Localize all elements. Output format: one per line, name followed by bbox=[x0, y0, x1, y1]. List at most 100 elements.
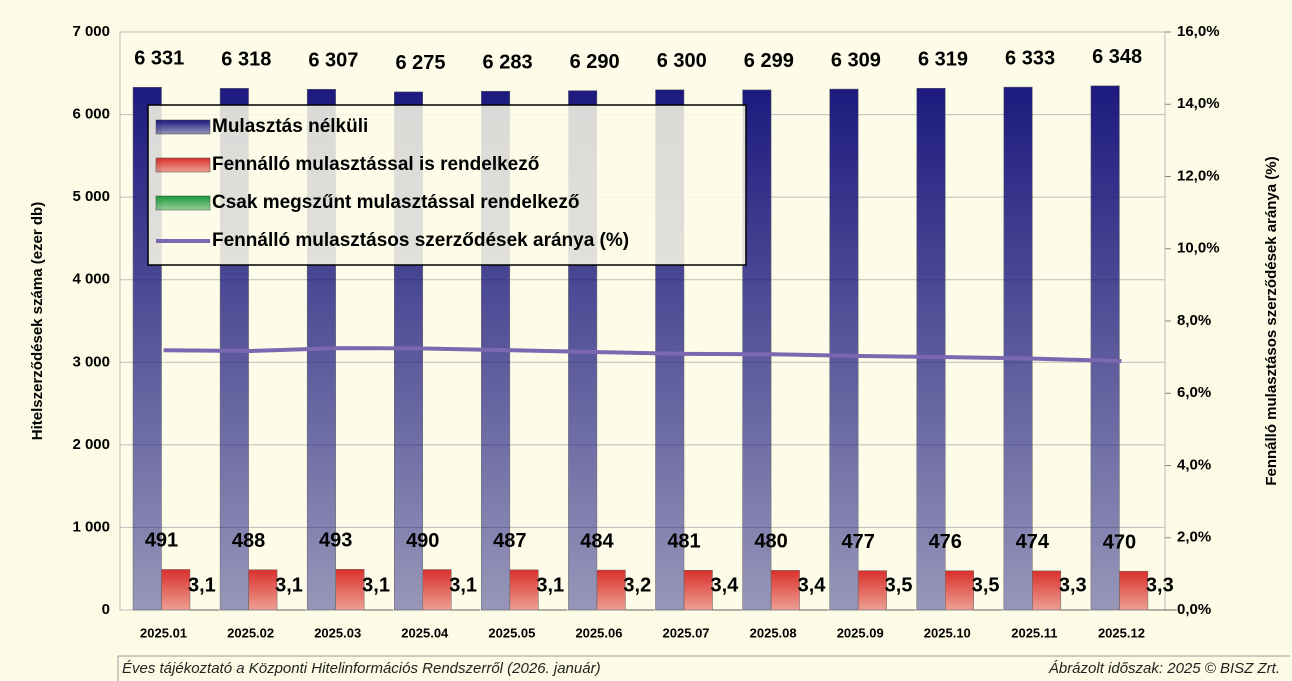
legend-swatch bbox=[155, 157, 211, 173]
bar bbox=[596, 569, 626, 611]
value-label: 3,1 bbox=[275, 574, 303, 596]
value-label: 3,1 bbox=[362, 574, 390, 596]
x-tick-label: 2025.10 bbox=[924, 625, 971, 640]
value-label: 6 318 bbox=[221, 49, 271, 71]
legend-label: Mulasztás nélküli bbox=[212, 116, 368, 137]
value-label: 488 bbox=[232, 530, 265, 552]
y2-tick-label: 16,0% bbox=[1177, 23, 1220, 40]
bar bbox=[712, 609, 742, 611]
bar bbox=[422, 569, 452, 611]
y-tick-label: 3 000 bbox=[72, 353, 110, 370]
value-label: 6 331 bbox=[134, 48, 184, 70]
legend-label: Fennálló mulasztásos szerződések aránya … bbox=[212, 230, 629, 251]
y-tick-label: 1 000 bbox=[72, 518, 110, 535]
value-label: 481 bbox=[667, 531, 700, 553]
x-tick-label: 2025.05 bbox=[488, 625, 535, 640]
bar bbox=[248, 569, 278, 611]
bar bbox=[1003, 86, 1033, 611]
bar bbox=[161, 569, 191, 611]
y-tick-label: 7 000 bbox=[72, 23, 110, 40]
bar bbox=[1147, 609, 1177, 611]
y2-tick-label: 12,0% bbox=[1177, 167, 1220, 184]
value-label: 6 275 bbox=[395, 52, 445, 74]
value-label: 3,1 bbox=[536, 574, 564, 596]
y2-tick-label: 4,0% bbox=[1177, 456, 1211, 473]
value-label: 3,1 bbox=[449, 574, 477, 596]
bar bbox=[1119, 570, 1149, 611]
y2-tick-label: 2,0% bbox=[1177, 529, 1211, 546]
bar bbox=[189, 609, 219, 611]
x-tick-label: 2025.04 bbox=[401, 625, 449, 640]
bar bbox=[886, 609, 916, 611]
y2-tick-label: 8,0% bbox=[1177, 312, 1211, 329]
value-label: 487 bbox=[493, 530, 526, 552]
bar bbox=[683, 570, 713, 611]
footer-right: Ábrázolt időszak: 2025 © BISZ Zrt. bbox=[1048, 660, 1280, 677]
value-label: 3,4 bbox=[798, 574, 827, 596]
value-label: 3,5 bbox=[972, 574, 1000, 596]
legend-swatch bbox=[155, 195, 211, 211]
x-tick-label: 2025.07 bbox=[663, 625, 710, 640]
value-label: 6 333 bbox=[1005, 47, 1055, 69]
value-label: 6 319 bbox=[918, 49, 968, 71]
value-label: 6 348 bbox=[1092, 46, 1142, 68]
value-label: 490 bbox=[406, 530, 439, 552]
x-tick-label: 2025.01 bbox=[140, 625, 187, 640]
value-label: 480 bbox=[754, 531, 787, 553]
value-label: 6 290 bbox=[570, 51, 620, 73]
value-label: 6 300 bbox=[657, 50, 707, 72]
value-label: 3,2 bbox=[623, 574, 651, 596]
bar bbox=[1032, 570, 1062, 611]
value-label: 3,3 bbox=[1146, 574, 1174, 596]
value-label: 6 309 bbox=[831, 49, 881, 71]
value-label: 3,5 bbox=[885, 574, 913, 596]
value-label: 6 299 bbox=[744, 50, 794, 72]
value-label: 493 bbox=[319, 530, 352, 552]
x-tick-label: 2025.06 bbox=[575, 625, 622, 640]
y-tick-label: 2 000 bbox=[72, 436, 110, 453]
value-label: 474 bbox=[1016, 531, 1050, 553]
bar bbox=[276, 609, 306, 611]
bar bbox=[829, 88, 859, 611]
bar bbox=[363, 609, 393, 611]
bar bbox=[770, 570, 800, 611]
bar bbox=[335, 569, 365, 611]
x-tick-label: 2025.08 bbox=[750, 625, 797, 640]
legend bbox=[147, 104, 747, 266]
footer-left: Éves tájékoztató a Központi Hitelinformá… bbox=[122, 660, 601, 677]
value-label: 3,1 bbox=[188, 574, 216, 596]
y2-tick-label: 14,0% bbox=[1177, 95, 1220, 112]
line bbox=[163, 346, 1122, 364]
y2-axis-label: Fennálló mulasztásos szerződések aránya … bbox=[1263, 156, 1280, 485]
value-label: 477 bbox=[841, 531, 874, 553]
legend-swatch bbox=[155, 119, 211, 135]
y-tick-label: 5 000 bbox=[72, 188, 110, 205]
bar bbox=[945, 570, 974, 611]
x-tick-label: 2025.11 bbox=[1011, 625, 1057, 640]
y-tick-label: 4 000 bbox=[72, 271, 110, 288]
bar bbox=[625, 609, 655, 611]
legend-label: Csak megszűnt mulasztással rendelkező bbox=[212, 192, 579, 213]
y2-tick-label: 0,0% bbox=[1177, 601, 1211, 618]
value-label: 6 307 bbox=[308, 50, 358, 72]
x-tick-label: 2025.03 bbox=[314, 625, 361, 640]
value-label: 6 283 bbox=[483, 51, 533, 73]
legend-label: Fennálló mulasztással is rendelkező bbox=[212, 154, 539, 175]
x-tick-label: 2025.12 bbox=[1098, 625, 1145, 640]
value-label: 484 bbox=[580, 530, 614, 552]
y-tick-label: 0 bbox=[102, 601, 110, 618]
x-tick-label: 2025.09 bbox=[837, 625, 884, 640]
x-tick-label: 2025.02 bbox=[227, 625, 274, 640]
bar bbox=[973, 609, 1003, 611]
bar bbox=[451, 609, 480, 611]
bar bbox=[742, 89, 772, 611]
value-label: 491 bbox=[145, 530, 178, 552]
y-axis-label: Hitelszerződések száma (ezer db) bbox=[29, 202, 46, 440]
bar bbox=[509, 569, 539, 611]
value-label: 3,4 bbox=[711, 574, 740, 596]
y2-tick-label: 6,0% bbox=[1177, 384, 1211, 401]
bar bbox=[916, 87, 946, 611]
value-label: 470 bbox=[1103, 531, 1136, 553]
value-label: 476 bbox=[929, 531, 962, 553]
